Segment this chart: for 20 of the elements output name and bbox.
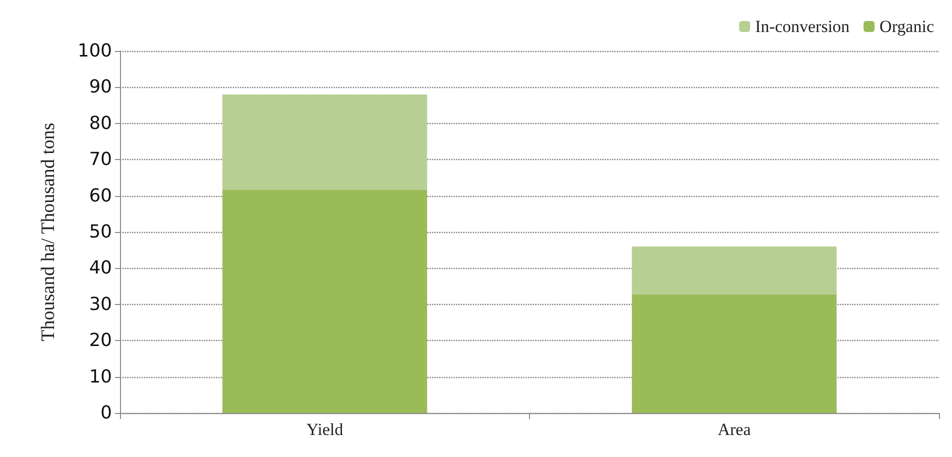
- x-tick-label: Yield: [306, 420, 344, 439]
- y-tick-label: 60: [89, 185, 112, 206]
- bar: [222, 94, 428, 190]
- bar: [632, 246, 837, 294]
- bar: [632, 294, 837, 413]
- y-tick-label: 10: [89, 366, 112, 388]
- y-tick-label: 70: [89, 149, 112, 170]
- x-tick-label: Area: [718, 420, 752, 439]
- y-tick-label: 0: [100, 402, 112, 424]
- y-axis-title: Thousand ha/ Thousand tons: [38, 122, 59, 342]
- y-tick-label: 90: [89, 76, 112, 98]
- legend-label: Organic: [880, 17, 934, 36]
- y-tick-label: 40: [89, 258, 112, 279]
- legend-label: In-conversion: [755, 17, 850, 36]
- y-tick-label: 80: [89, 112, 112, 134]
- y-tick-label: 30: [89, 294, 112, 315]
- y-tick-label: 100: [78, 40, 112, 62]
- y-tick-label: 50: [89, 222, 112, 242]
- bar: [222, 190, 428, 413]
- y-tick-label: 20: [89, 330, 112, 352]
